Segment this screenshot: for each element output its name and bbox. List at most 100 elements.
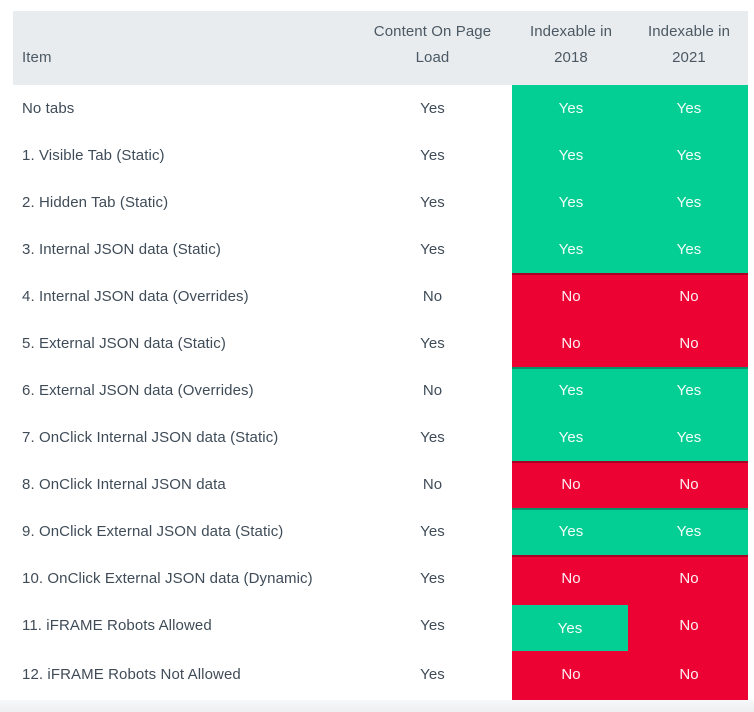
table-row: 6. External JSON data (Overrides) No Yes… (13, 367, 748, 414)
indexable-2018-inset-cell: Yes (512, 605, 628, 651)
indexable-2018-value: Yes (512, 132, 630, 179)
column-header-item: Item (22, 49, 52, 66)
indexable-2021-text: No (679, 617, 699, 634)
indexable-2018-text: No (561, 335, 581, 352)
indexable-2021-text: No (679, 476, 699, 493)
table-row: 10. OnClick External JSON data (Dynamic)… (13, 555, 748, 602)
table-row: 9. OnClick External JSON data (Static) Y… (13, 508, 748, 555)
indexable-2018-text: Yes (558, 194, 584, 211)
content-on-page-load-value: Yes (420, 335, 445, 352)
indexable-2018-value: Yes (512, 508, 630, 555)
indexable-2021-value: Yes (630, 367, 748, 414)
table-row: 8. OnClick Internal JSON data No No No (13, 461, 748, 508)
indexable-2018-value: Yes (512, 414, 630, 461)
indexable-2021-value: Yes (630, 414, 748, 461)
table-row: 7. OnClick Internal JSON data (Static) Y… (13, 414, 748, 461)
indexable-2021-value: Yes (630, 179, 748, 226)
item-label: 4. Internal JSON data (Overrides) (22, 288, 249, 305)
indexable-2018-value: No (512, 649, 630, 700)
indexable-2021-value: Yes (630, 226, 748, 273)
column-header-content-on-page-load: Content On Page Load (373, 23, 492, 66)
indexable-2021-text: Yes (676, 429, 702, 446)
indexable-2018-value: No (512, 273, 630, 320)
indexable-2021-value: No (630, 602, 748, 649)
indexable-2021-text: Yes (676, 241, 702, 258)
indexable-2021-value: Yes (630, 508, 748, 555)
indexable-2021-value: Yes (630, 85, 748, 132)
indexable-2021-text: No (679, 335, 699, 352)
table-row: 1. Visible Tab (Static) Yes Yes Yes (13, 132, 748, 179)
item-label: 1. Visible Tab (Static) (22, 147, 165, 164)
indexable-2021-text: No (679, 288, 699, 305)
indexable-2021-value: No (630, 555, 748, 602)
indexable-2018-value: No (512, 320, 630, 367)
indexable-2021-text: Yes (676, 194, 702, 211)
content-on-page-load-value: Yes (420, 429, 445, 446)
indexable-2018-value: Yes (512, 602, 630, 651)
indexable-2018-value: Yes (512, 226, 630, 273)
item-label: 3. Internal JSON data (Static) (22, 241, 221, 258)
item-label: 5. External JSON data (Static) (22, 335, 226, 352)
table-row: 2. Hidden Tab (Static) Yes Yes Yes (13, 179, 748, 226)
indexable-2018-value: Yes (512, 85, 630, 132)
indexable-2018-text: No (561, 570, 581, 587)
item-label: 2. Hidden Tab (Static) (22, 194, 169, 211)
indexable-2021-text: Yes (676, 147, 702, 164)
content-on-page-load-value: Yes (420, 570, 445, 587)
indexable-2018-text: No (561, 666, 581, 683)
item-label: 9. OnClick External JSON data (Static) (22, 523, 284, 540)
indexable-2018-text: Yes (558, 382, 584, 399)
indexable-2021-text: No (679, 570, 699, 587)
item-label: 10. OnClick External JSON data (Dynamic) (22, 570, 313, 587)
content-on-page-load-value: Yes (420, 666, 445, 683)
table-row: No tabs Yes Yes Yes (13, 85, 748, 132)
indexability-table: Item Content On Page Load Indexable in 2… (13, 11, 748, 700)
indexable-2021-value: No (630, 273, 748, 320)
indexable-2021-text: Yes (676, 382, 702, 399)
indexable-2018-value: No (512, 555, 630, 602)
indexable-2018-text: Yes (558, 429, 584, 446)
indexable-2021-text: Yes (676, 100, 702, 117)
item-label: No tabs (22, 100, 75, 117)
indexable-2018-value: Yes (512, 179, 630, 226)
item-label: 7. OnClick Internal JSON data (Static) (22, 429, 279, 446)
content-on-page-load-value: No (422, 382, 443, 399)
indexable-2018-text: Yes (558, 523, 584, 540)
content-on-page-load-value: No (422, 288, 443, 305)
content-on-page-load-value: Yes (420, 194, 445, 211)
table-row: 5. External JSON data (Static) Yes No No (13, 320, 748, 367)
indexable-2018-text: Yes (558, 100, 584, 117)
item-label: 12. iFRAME Robots Not Allowed (22, 666, 241, 683)
indexable-2018-value: Yes (512, 367, 630, 414)
column-header-indexable-2021: Indexable in 2021 (647, 23, 731, 66)
item-label: 8. OnClick Internal JSON data (22, 476, 226, 493)
table-row: 4. Internal JSON data (Overrides) No No … (13, 273, 748, 320)
content-on-page-load-value: Yes (420, 241, 445, 258)
indexable-2021-value: No (630, 649, 748, 700)
content-on-page-load-value: No (422, 476, 443, 493)
indexable-2021-value: No (630, 320, 748, 367)
indexable-2018-text: Yes (558, 241, 584, 258)
item-label: 11. iFRAME Robots Allowed (22, 617, 212, 634)
column-header-indexable-2018: Indexable in 2018 (529, 23, 613, 66)
content-on-page-load-value: Yes (420, 100, 445, 117)
indexable-2021-value: No (630, 461, 748, 508)
table-row: 11. iFRAME Robots Allowed Yes Yes No (13, 602, 748, 651)
content-on-page-load-value: Yes (420, 523, 445, 540)
indexable-2021-text: Yes (676, 523, 702, 540)
bottom-divider-strip (0, 700, 754, 712)
indexable-2018-text: Yes (558, 147, 584, 164)
table-body: No tabs Yes Yes Yes 1. Visible Tab (Stat… (13, 85, 748, 700)
table-header-row: Item Content On Page Load Indexable in 2… (13, 11, 748, 85)
indexable-2021-value: Yes (630, 132, 748, 179)
table-row: 12. iFRAME Robots Not Allowed Yes No No (13, 649, 748, 700)
content-on-page-load-value: Yes (420, 147, 445, 164)
indexable-2018-text: No (561, 288, 581, 305)
indexable-2018-value: No (512, 461, 630, 508)
content-on-page-load-value: Yes (420, 617, 445, 634)
indexable-2018-text: No (561, 476, 581, 493)
item-label: 6. External JSON data (Overrides) (22, 382, 254, 399)
table-row: 3. Internal JSON data (Static) Yes Yes Y… (13, 226, 748, 273)
indexable-2021-text: No (679, 666, 699, 683)
